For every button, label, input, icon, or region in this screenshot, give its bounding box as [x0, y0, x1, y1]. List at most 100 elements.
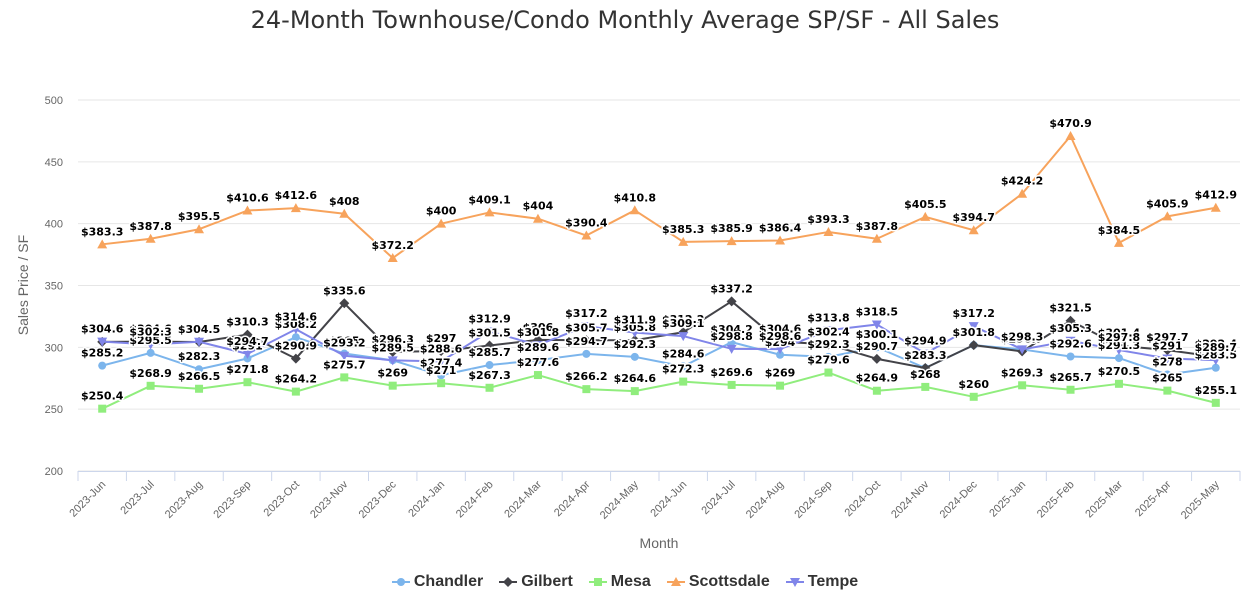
data-point[interactable]: [630, 352, 639, 361]
data-point[interactable]: [1065, 315, 1076, 326]
data-point[interactable]: [242, 349, 253, 359]
data-point[interactable]: [437, 379, 446, 388]
data-point[interactable]: [1017, 188, 1028, 198]
data-point[interactable]: [145, 233, 156, 243]
data-point[interactable]: [194, 224, 205, 234]
legend-item-scottsdale[interactable]: Scottsdale: [666, 573, 770, 591]
data-point[interactable]: [727, 380, 736, 389]
data-point[interactable]: [485, 383, 494, 392]
data-point[interactable]: [872, 386, 881, 395]
data-point[interactable]: [146, 348, 155, 357]
data-point[interactable]: [290, 353, 301, 364]
data-point[interactable]: [339, 208, 350, 218]
data-point[interactable]: [823, 326, 834, 336]
data-point[interactable]: [727, 338, 736, 347]
data-point[interactable]: [145, 340, 156, 350]
data-point[interactable]: [920, 211, 931, 221]
data-point[interactable]: [1162, 354, 1173, 364]
data-point[interactable]: [629, 328, 640, 338]
data-point[interactable]: [823, 226, 834, 236]
data-point[interactable]: [920, 362, 931, 373]
data-point[interactable]: [775, 336, 786, 347]
legend-item-gilbert[interactable]: Gilbert: [499, 573, 573, 591]
data-point[interactable]: [533, 371, 542, 380]
data-point[interactable]: [1066, 385, 1075, 394]
data-point[interactable]: [776, 381, 785, 390]
data-point[interactable]: [243, 378, 252, 387]
data-point[interactable]: [871, 320, 882, 330]
data-point[interactable]: [775, 345, 786, 355]
data-point[interactable]: [581, 230, 592, 240]
data-point[interactable]: [872, 343, 881, 352]
data-point[interactable]: [387, 253, 398, 263]
data-point[interactable]: [581, 335, 592, 346]
data-point[interactable]: [920, 349, 931, 359]
data-point[interactable]: [437, 371, 446, 380]
data-point[interactable]: [436, 218, 447, 228]
data-point[interactable]: [679, 377, 688, 386]
data-point[interactable]: [290, 203, 301, 213]
data-point[interactable]: [436, 357, 447, 367]
data-point[interactable]: [1114, 379, 1123, 388]
data-point[interactable]: [339, 351, 350, 361]
data-point[interactable]: [921, 382, 930, 391]
data-point[interactable]: [242, 329, 253, 340]
data-point[interactable]: [436, 346, 447, 357]
data-point[interactable]: [291, 387, 300, 396]
data-point[interactable]: [484, 207, 495, 217]
data-point[interactable]: [775, 235, 786, 245]
legend-item-mesa[interactable]: Mesa: [588, 573, 651, 591]
data-point[interactable]: [1066, 352, 1075, 361]
data-point[interactable]: [532, 213, 543, 223]
data-point[interactable]: [98, 361, 107, 370]
data-point[interactable]: [1211, 363, 1220, 372]
data-point[interactable]: [1065, 336, 1076, 346]
data-point[interactable]: [387, 356, 398, 366]
data-point[interactable]: [1113, 237, 1124, 247]
data-point[interactable]: [339, 298, 350, 309]
legend-item-chandler[interactable]: Chandler: [391, 573, 483, 591]
data-point[interactable]: [388, 381, 397, 390]
data-point[interactable]: [823, 339, 834, 350]
data-point[interactable]: [484, 327, 495, 337]
data-point[interactable]: [484, 340, 495, 351]
data-point[interactable]: [1017, 345, 1028, 355]
data-point[interactable]: [290, 325, 301, 335]
data-point[interactable]: [630, 387, 639, 396]
data-point[interactable]: [1211, 398, 1220, 407]
data-point[interactable]: [291, 333, 300, 342]
data-point[interactable]: [678, 236, 689, 246]
data-point[interactable]: [146, 381, 155, 390]
data-point[interactable]: [629, 205, 640, 215]
data-point[interactable]: [871, 353, 882, 364]
data-point[interactable]: [98, 404, 107, 413]
data-point[interactable]: [679, 362, 688, 371]
data-point[interactable]: [581, 322, 592, 332]
data-point[interactable]: [1114, 354, 1123, 363]
data-point[interactable]: [242, 205, 253, 215]
data-point[interactable]: [726, 344, 737, 354]
data-point[interactable]: [485, 361, 494, 370]
data-point[interactable]: [726, 296, 737, 307]
data-point[interactable]: [678, 332, 689, 342]
data-point[interactable]: [1018, 381, 1027, 390]
data-point[interactable]: [1162, 211, 1173, 221]
data-point[interactable]: [194, 337, 205, 347]
data-point[interactable]: [968, 322, 979, 332]
data-point[interactable]: [340, 373, 349, 382]
data-point[interactable]: [824, 352, 833, 361]
data-point[interactable]: [824, 368, 833, 377]
data-point[interactable]: [387, 346, 398, 357]
data-point[interactable]: [968, 225, 979, 235]
data-point[interactable]: [726, 236, 737, 246]
data-point[interactable]: [1163, 370, 1172, 379]
data-point[interactable]: [969, 392, 978, 401]
data-point[interactable]: [195, 365, 204, 374]
data-point[interactable]: [871, 233, 882, 243]
legend-item-tempe[interactable]: Tempe: [785, 573, 858, 591]
data-point[interactable]: [195, 384, 204, 393]
data-point[interactable]: [1065, 130, 1076, 140]
data-point[interactable]: [968, 340, 979, 351]
data-point[interactable]: [1210, 356, 1221, 366]
data-point[interactable]: [1163, 386, 1172, 395]
